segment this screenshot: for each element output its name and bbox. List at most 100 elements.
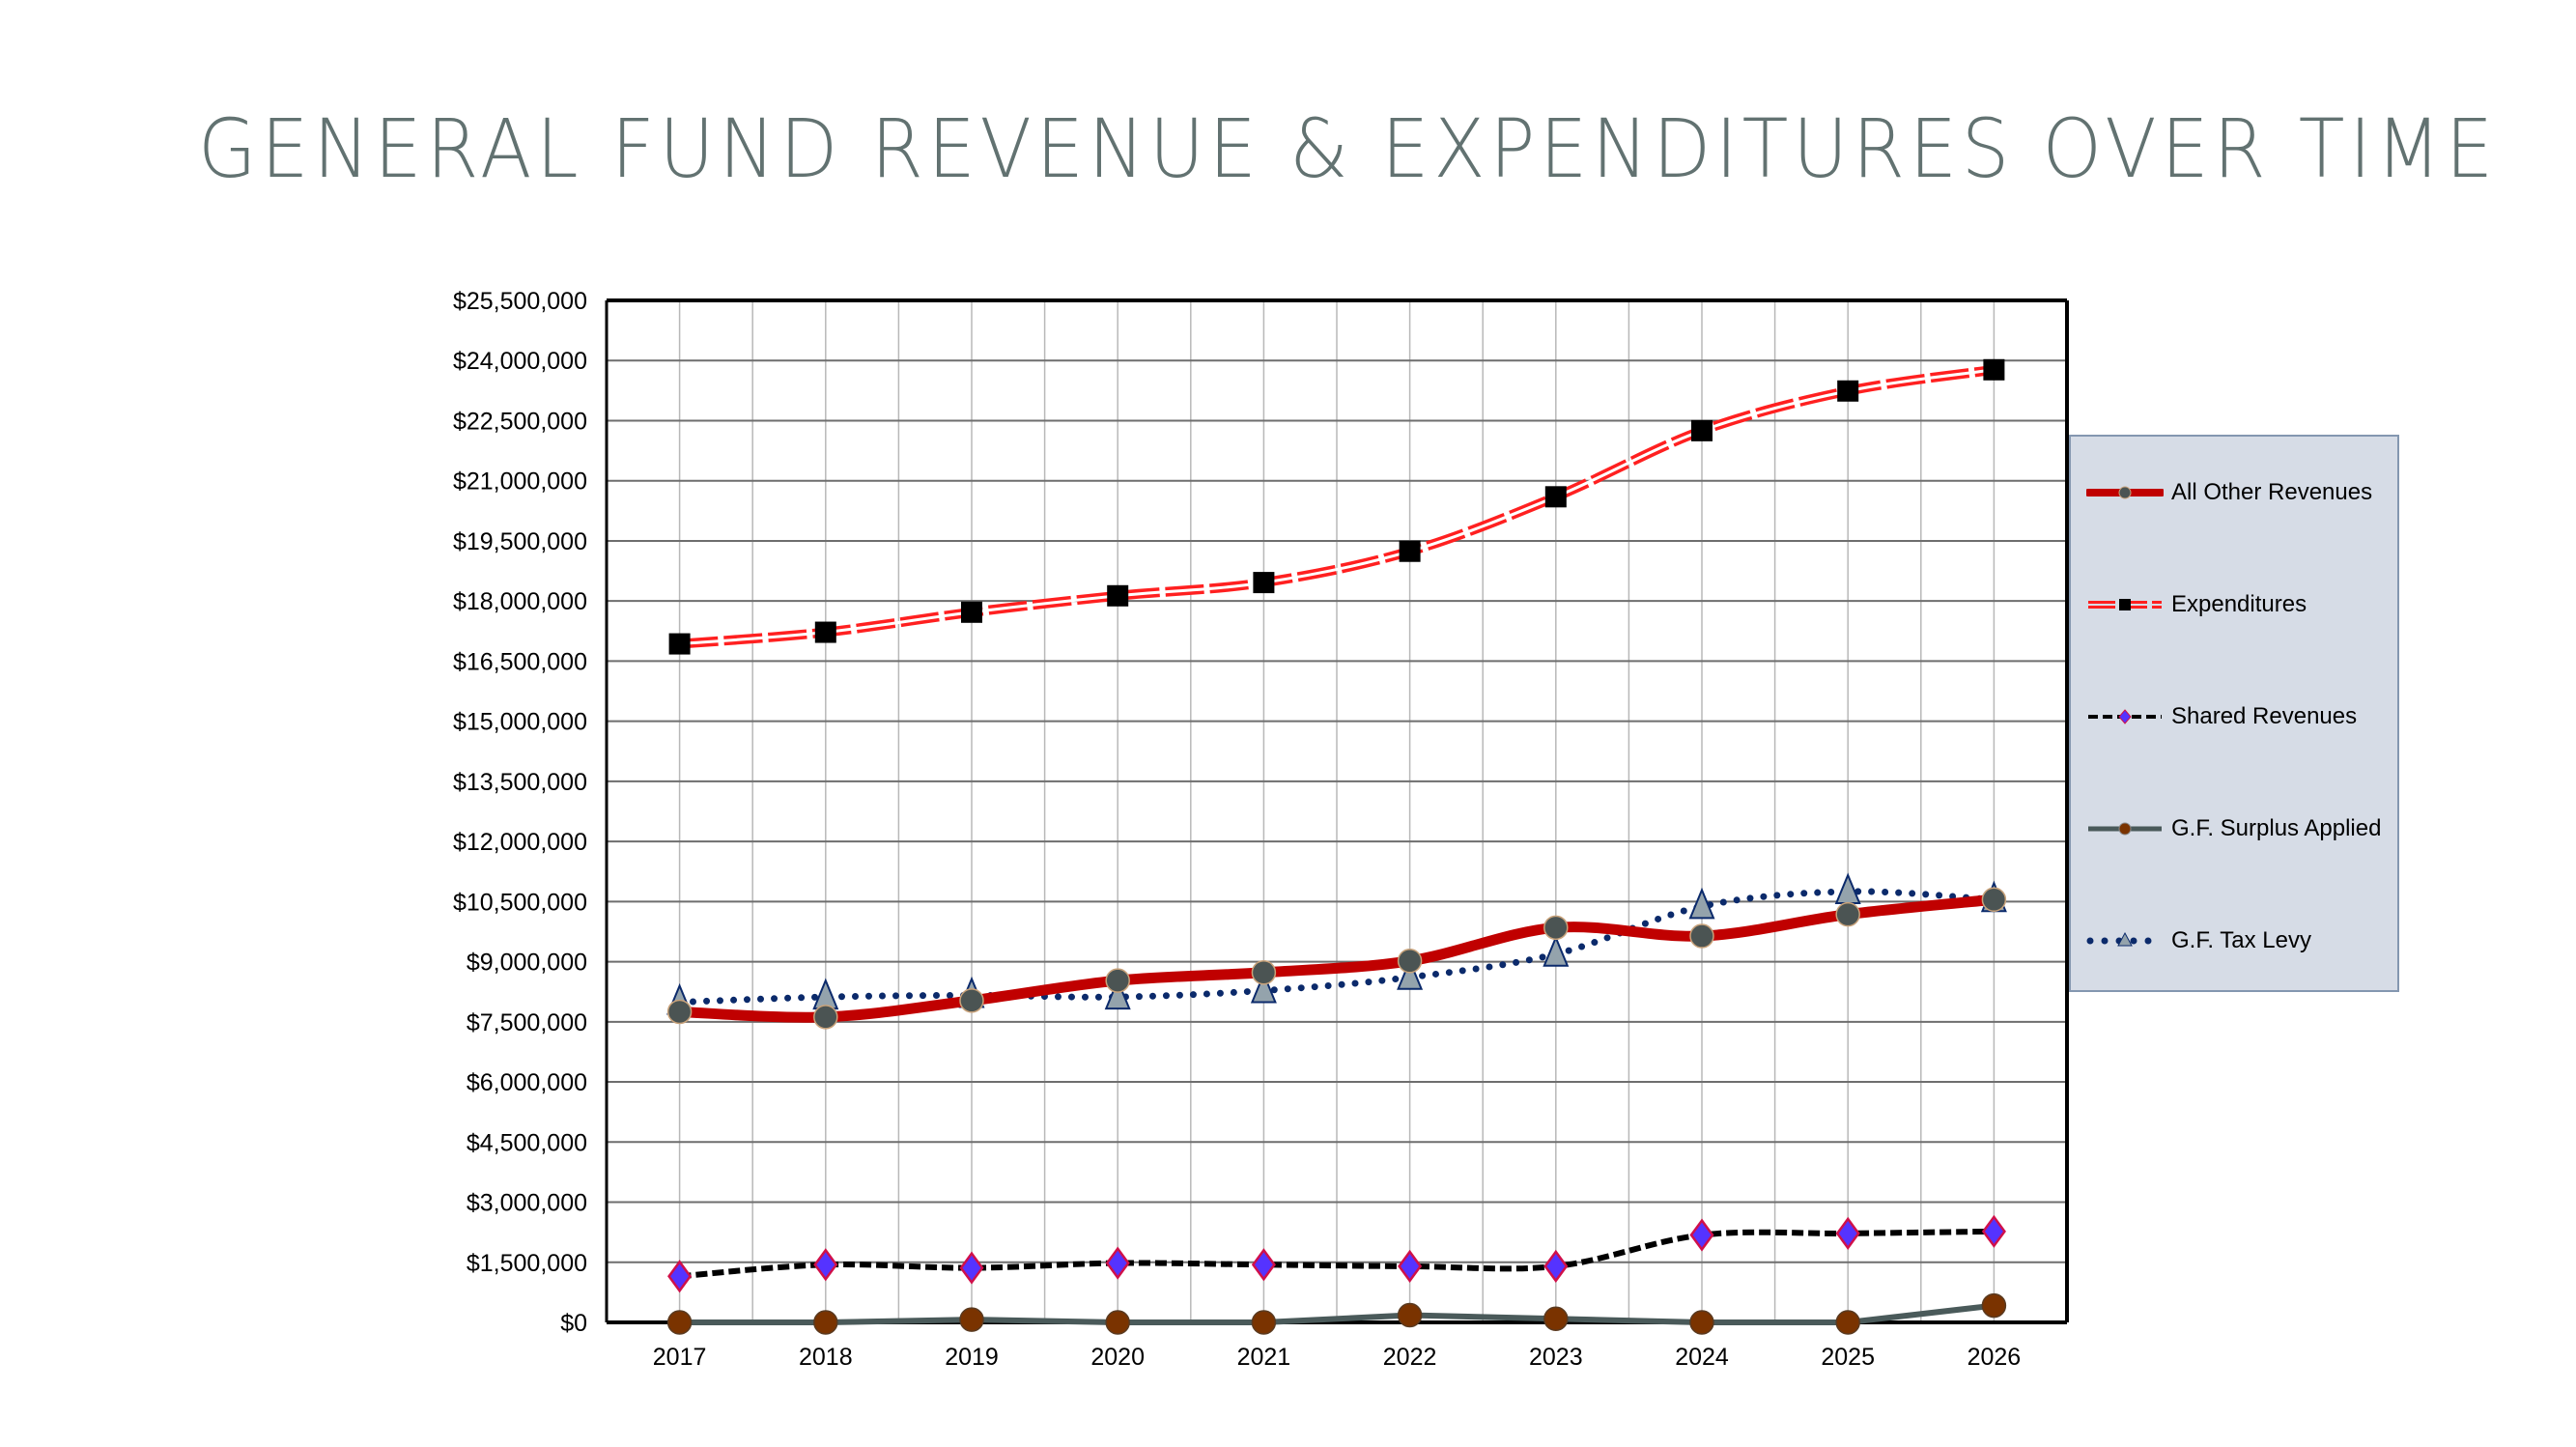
x-tick-label: 2026 [1967,1344,2022,1371]
y-tick-label: $0 [560,1310,587,1337]
data-point-triangle [1688,887,1715,920]
data-point-circle [1397,949,1423,974]
data-point-square [1399,540,1421,562]
legend-item: G.F. Surplus Applied [2086,809,2381,848]
y-tick-label: $24,000,000 [453,348,587,375]
y-tick-label: $7,500,000 [467,1009,587,1036]
data-point-circle [959,1307,984,1332]
y-tick-label: $9,000,000 [467,950,587,977]
data-point-circle [1251,960,1277,985]
x-tick-label: 2021 [1237,1344,1291,1371]
data-point-triangle [1104,978,1131,1010]
y-tick-label: $25,500,000 [453,288,587,315]
data-point-diamond [1981,1214,2006,1248]
series-line [679,1228,1995,1280]
data-point-diamond [667,1260,693,1293]
data-point-circle [1105,968,1130,993]
data-point-circle [1543,915,1569,941]
data-point-circle [1835,901,1860,927]
data-point-diamond [959,1251,984,1285]
y-tick-label: $13,500,000 [453,769,587,796]
series-all-other-revenues [666,887,2007,1030]
data-point-square [814,621,836,643]
series-expenditures [668,358,2005,655]
data-point-circle [1689,1310,1714,1335]
data-point-square [1691,419,1713,441]
legend-swatch-icon [2088,599,2162,610]
legend-swatch-icon [2086,486,2164,499]
y-tick-label: $12,000,000 [453,829,587,856]
data-point-square [1983,358,2005,381]
data-point-square [1544,486,1567,508]
data-point-circle [1981,887,2007,913]
y-tick-label: $1,500,000 [467,1250,587,1277]
data-point-square [961,601,982,623]
data-point-circle [813,1310,838,1335]
y-tick-label: $3,000,000 [467,1190,587,1217]
series-shared-revenues [667,1214,2006,1293]
x-tick-label: 2020 [1090,1344,1145,1371]
legend-item: G.F. Tax Levy [2086,922,2311,960]
x-tick-label: 2022 [1383,1344,1437,1371]
y-tick-label: $10,500,000 [453,889,587,916]
series-line [674,894,1999,1023]
series-line [679,1302,1995,1325]
series-line [676,888,1997,1006]
data-point-diamond [1835,1216,1860,1251]
y-tick-label: $6,000,000 [467,1069,587,1096]
legend-swatch-icon [2086,931,2164,947]
data-point-diamond [1543,1249,1569,1284]
legend-item: Shared Revenues [2086,697,2357,736]
data-point-triangle [812,978,839,1010]
data-point-triangle [1397,958,1424,990]
data-point-diamond [1398,1249,1423,1284]
x-tick-label: 2017 [653,1344,707,1371]
legend-label: Expenditures [2171,591,2307,617]
legend-swatch-icon [2088,709,2162,724]
x-tick-label: 2025 [1821,1344,1875,1371]
legend-item: Expenditures [2086,585,2307,624]
y-tick-label: $22,500,000 [453,408,587,435]
x-tick-label: 2019 [945,1344,999,1371]
y-tick-label: $16,500,000 [453,648,587,675]
legend-item: All Other Revenues [2086,473,2372,512]
legend-label: G.F. Surplus Applied [2171,815,2382,841]
legend-label: Shared Revenues [2171,703,2358,729]
data-point-circle [1835,1310,1860,1335]
x-tick-label: 2024 [1675,1344,1729,1371]
data-point-square [1837,380,1859,402]
data-point-square [668,633,691,655]
series-line-inner [679,368,1995,646]
data-point-circle [1689,923,1714,949]
legend-swatch-icon [2088,822,2162,836]
y-tick-label: $19,500,000 [453,528,587,555]
legend-label: All Other Revenues [2171,479,2373,505]
data-point-circle [813,1005,838,1030]
data-point-diamond [1251,1248,1276,1282]
legend: All Other Revenues Expenditures Shared Rev… [2069,435,2399,992]
data-point-square [1253,572,1275,594]
data-point-diamond [1105,1246,1130,1280]
data-point-circle [1981,1292,2007,1319]
data-point-circle [1397,1302,1423,1328]
y-tick-label: $21,000,000 [453,468,587,496]
y-tick-label: $15,000,000 [453,709,587,736]
y-tick-label: $4,500,000 [467,1129,587,1156]
series-g-f-surplus-applied [666,1292,2007,1335]
data-point-circle [666,1310,693,1335]
chart-title: GENERAL FUND REVENUE & EXPENDITURES OVER… [198,101,2498,196]
data-point-diamond [1689,1218,1714,1252]
data-point-circle [1251,1310,1277,1335]
data-point-circle [1543,1306,1569,1332]
legend-label: G.F. Tax Levy [2171,927,2311,953]
data-point-square [1107,584,1129,607]
y-tick-label: $18,000,000 [453,588,587,615]
data-point-triangle [1250,971,1277,1004]
x-tick-label: 2023 [1529,1344,1583,1371]
data-point-circle [666,999,693,1025]
data-point-circle [959,988,984,1013]
data-point-circle [1105,1310,1130,1335]
data-point-triangle [1543,935,1570,967]
x-tick-label: 2018 [799,1344,853,1371]
